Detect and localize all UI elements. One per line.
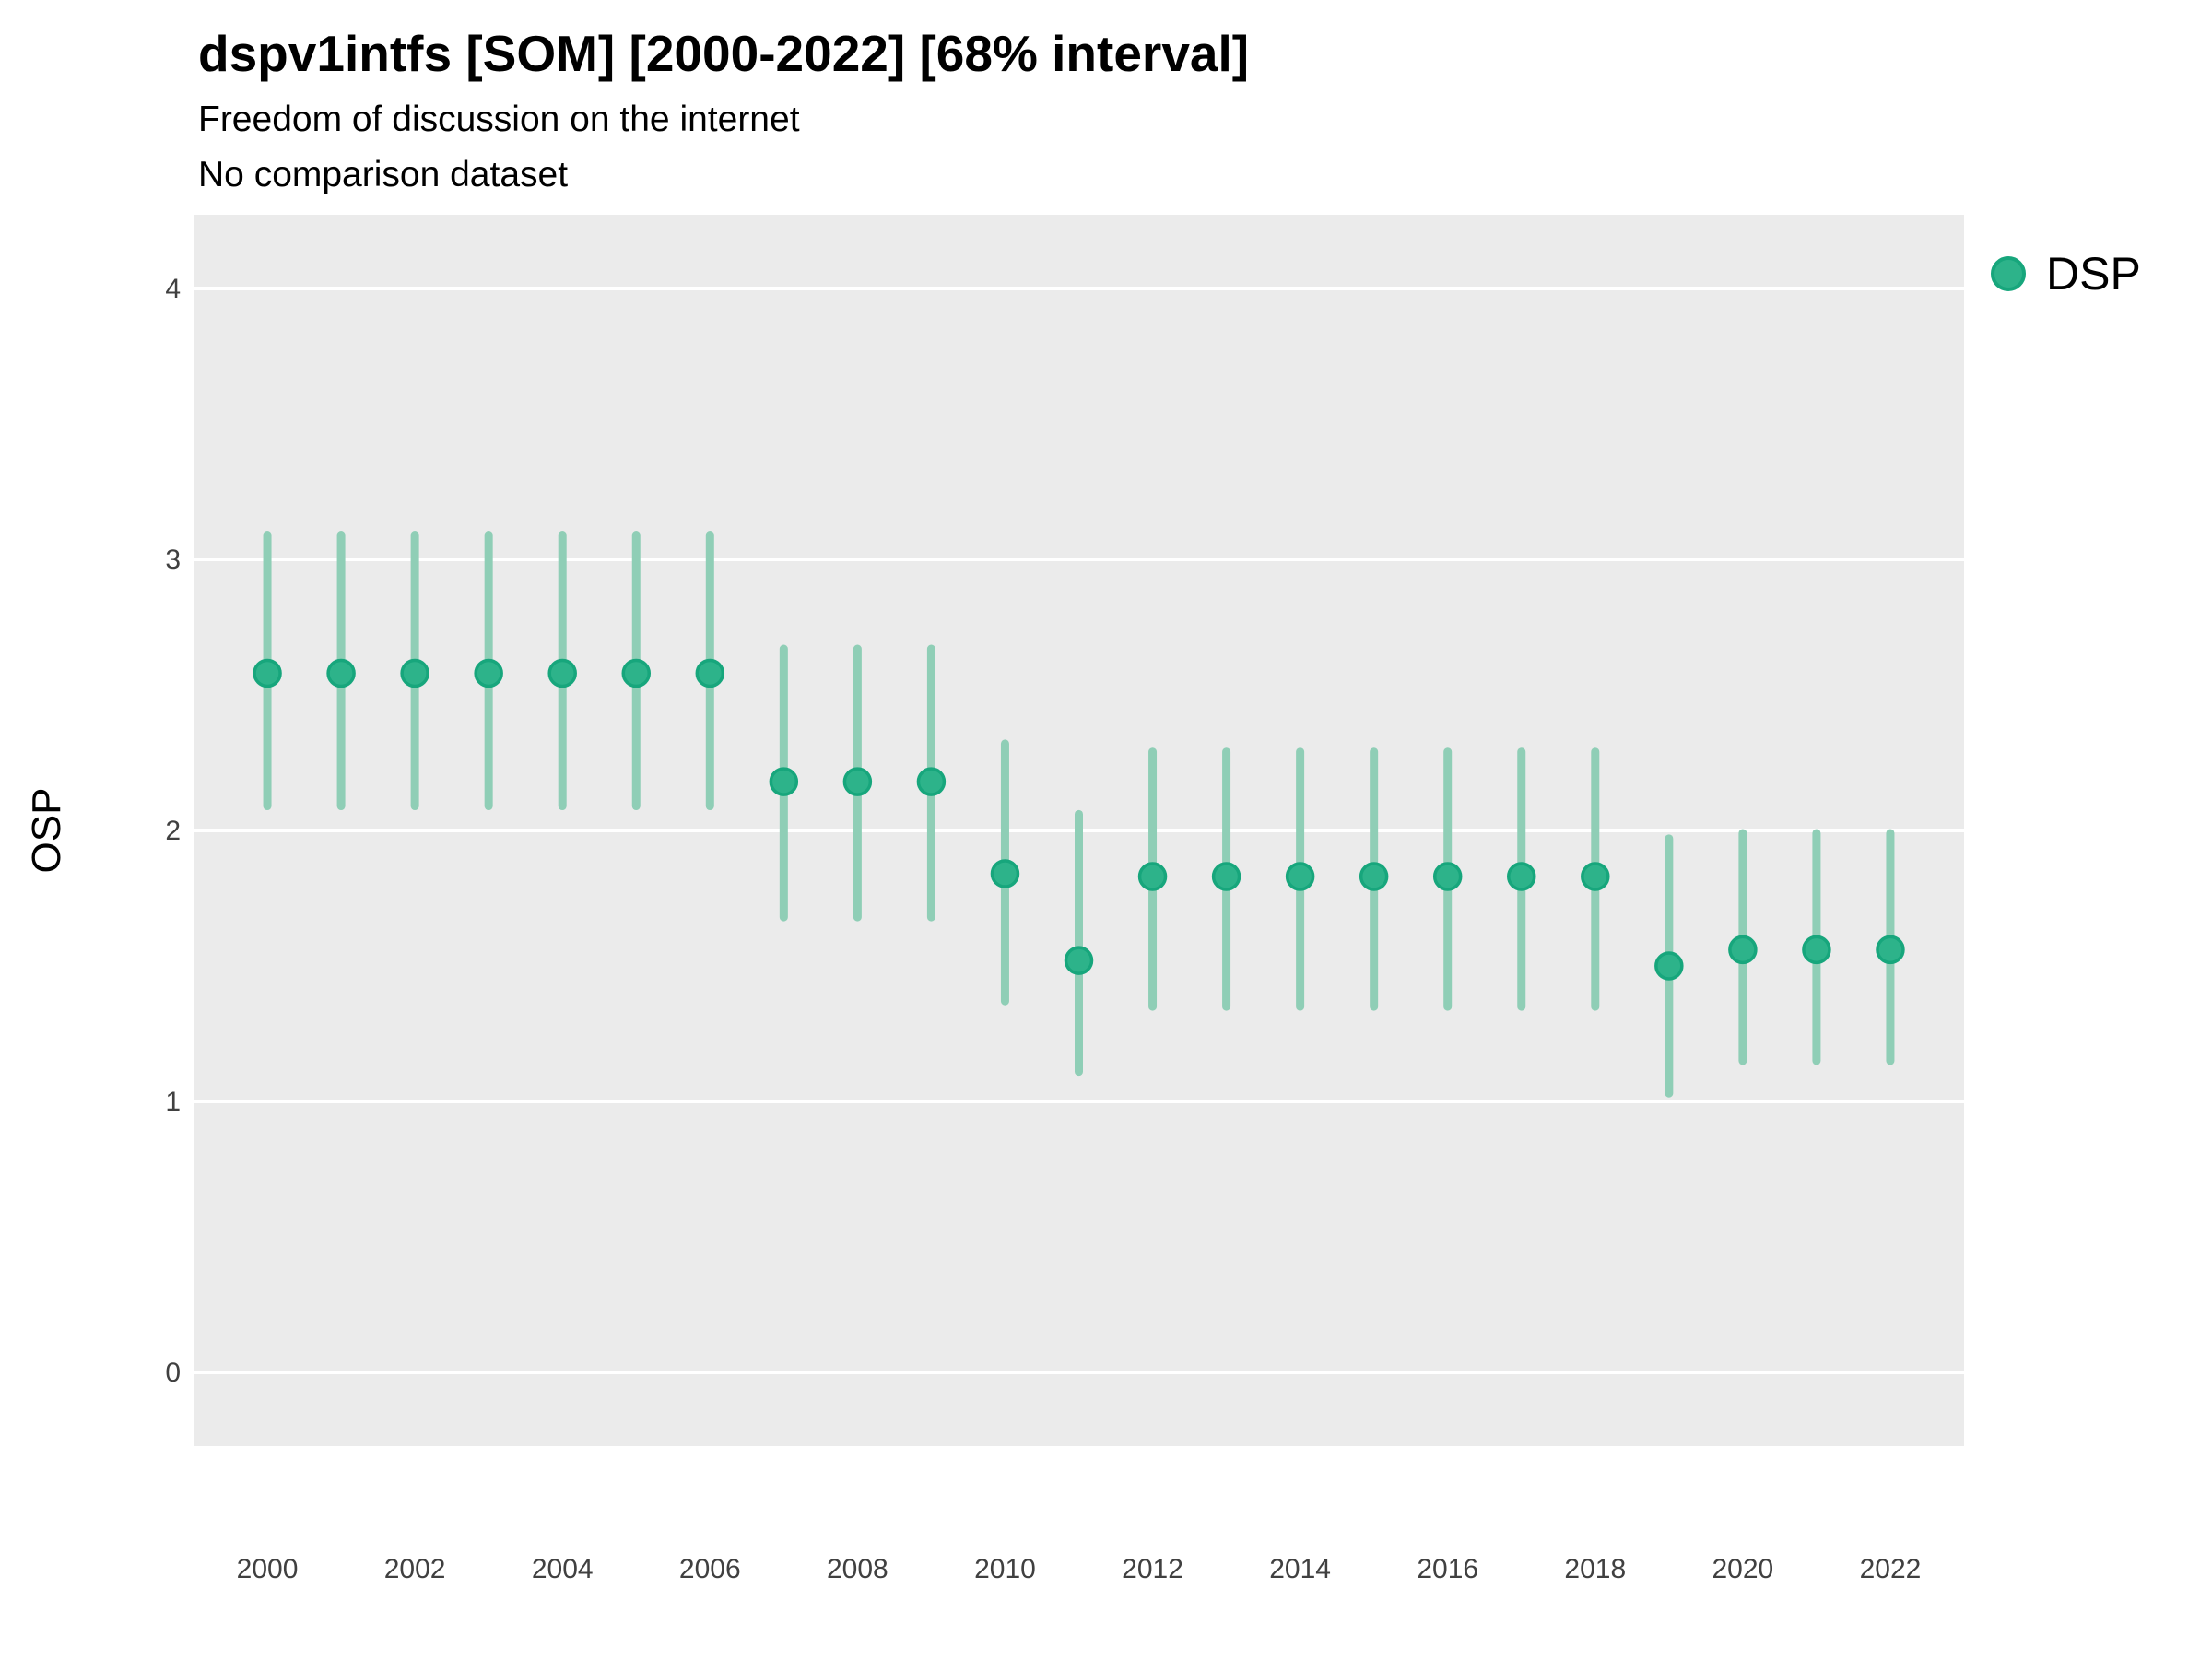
data-point: [1285, 862, 1315, 891]
data-point: [916, 767, 947, 796]
data-point: [769, 767, 799, 796]
data-point: [1654, 951, 1684, 981]
y-tick-label: 2: [165, 816, 181, 846]
y-tick-label: 0: [165, 1358, 181, 1388]
data-point: [1137, 862, 1168, 891]
legend-point-icon: [1991, 256, 2026, 291]
x-tick-label: 2006: [679, 1554, 741, 1584]
data-point: [990, 859, 1020, 888]
legend: DSP: [1991, 247, 2141, 300]
data-point: [695, 658, 725, 688]
x-tick-label: 2014: [1269, 1554, 1331, 1584]
data-point: [1581, 862, 1610, 891]
y-tick-label: 4: [165, 274, 181, 304]
data-point: [1802, 935, 1831, 965]
data-point: [1432, 862, 1463, 891]
y-tick-label: 1: [165, 1087, 181, 1117]
chart-note: No comparison dataset: [198, 155, 569, 194]
x-tick-label: 2004: [532, 1554, 594, 1584]
data-point: [1728, 935, 1758, 965]
data-point: [1211, 862, 1241, 891]
chart-subtitle: Freedom of discussion on the internet: [198, 100, 800, 139]
chart-title: dspv1intfs [SOM] [2000-2022] [68% interv…: [198, 25, 1250, 82]
data-point: [400, 658, 429, 688]
x-tick-label: 2016: [1417, 1554, 1478, 1584]
x-tick-label: 2022: [1860, 1554, 1922, 1584]
legend-label: DSP: [2046, 248, 2141, 300]
data-point: [547, 658, 577, 688]
x-tick-label: 2020: [1712, 1554, 1774, 1584]
data-point: [474, 658, 503, 688]
data-point: [1876, 935, 1905, 965]
y-tick-label: 3: [165, 545, 181, 575]
data-point: [253, 658, 282, 688]
data-point: [842, 767, 873, 796]
x-tick-label: 2018: [1564, 1554, 1626, 1584]
data-point: [621, 658, 651, 688]
data-point: [1507, 862, 1536, 891]
data-point: [326, 658, 356, 688]
x-tick-label: 2010: [974, 1554, 1036, 1584]
y-axis-title: OSP: [24, 787, 69, 874]
data-point: [1359, 862, 1389, 891]
data-point: [1064, 946, 1094, 975]
x-tick-label: 2000: [237, 1554, 299, 1584]
x-tick-label: 2002: [384, 1554, 446, 1584]
x-tick-label: 2008: [827, 1554, 888, 1584]
x-tick-label: 2012: [1122, 1554, 1183, 1584]
